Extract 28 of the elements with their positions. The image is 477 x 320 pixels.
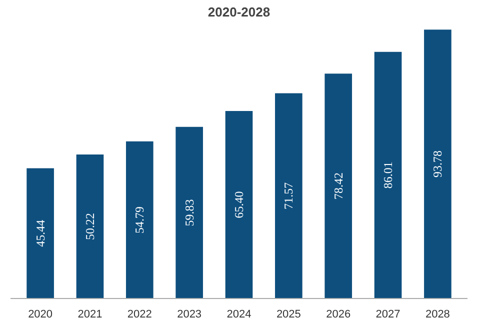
- bar: [26, 168, 54, 298]
- x-tick-label: 2027: [376, 308, 400, 320]
- x-tick-label: 2026: [326, 308, 351, 320]
- data-label: 45.44: [33, 220, 48, 247]
- data-label: 93.78: [430, 150, 445, 178]
- x-tick-label: 2025: [276, 308, 301, 320]
- chart-title: 2020-2028: [208, 4, 270, 20]
- data-label: 65.40: [232, 191, 246, 218]
- bar: [424, 30, 452, 298]
- bar: [126, 141, 154, 298]
- x-tick-label: 2020: [28, 308, 53, 320]
- data-label: 86.01: [381, 162, 396, 189]
- x-tick-label: 2022: [127, 308, 152, 320]
- bar: [324, 74, 352, 298]
- data-label: 50.22: [82, 212, 97, 240]
- data-label: 59.83: [182, 199, 196, 226]
- x-tick-label: 2024: [226, 308, 252, 320]
- data-label: 78.42: [331, 172, 346, 200]
- data-label: 54.79: [132, 206, 147, 234]
- x-tick-label: 2028: [425, 308, 450, 320]
- x-tick-label: 2021: [78, 308, 102, 320]
- bar: [76, 154, 104, 298]
- bar: [176, 126, 203, 298]
- bar: [225, 110, 253, 298]
- bar: [275, 93, 302, 298]
- data-label: 71.57: [282, 182, 296, 210]
- bar: [374, 52, 402, 298]
- x-tick-label: 2023: [177, 308, 202, 320]
